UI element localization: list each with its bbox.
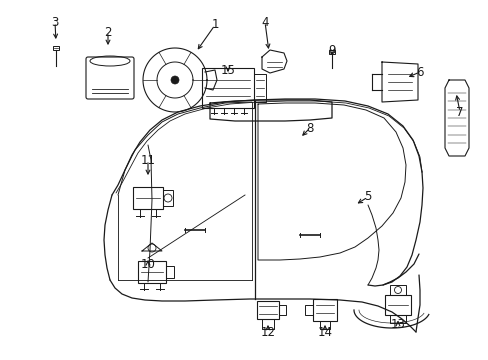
Text: 1: 1 [211,18,218,31]
Text: 4: 4 [261,15,268,28]
Text: 13: 13 [390,319,405,332]
Bar [279,305,285,315]
Text: 11: 11 [140,153,155,166]
Bar [328,50,334,54]
Bar [163,190,173,206]
Text: 3: 3 [51,15,59,28]
Bar [305,305,312,315]
Text: 14: 14 [317,325,332,338]
Text: 7: 7 [455,105,463,118]
Bar [384,295,410,315]
Bar [389,285,405,295]
Circle shape [171,76,179,84]
Text: 8: 8 [305,122,313,135]
Text: 10: 10 [140,258,155,271]
Bar [257,301,279,319]
Bar [202,68,253,108]
Bar [133,187,163,209]
Bar [138,261,165,283]
Bar [312,299,336,321]
Text: 6: 6 [415,66,423,78]
Bar [53,46,59,50]
Text: 5: 5 [364,190,371,203]
Text: 12: 12 [260,325,275,338]
Bar [253,74,265,102]
Text: 9: 9 [327,44,335,57]
Text: 15: 15 [220,63,235,77]
Text: 2: 2 [104,26,112,39]
Bar [165,266,174,278]
